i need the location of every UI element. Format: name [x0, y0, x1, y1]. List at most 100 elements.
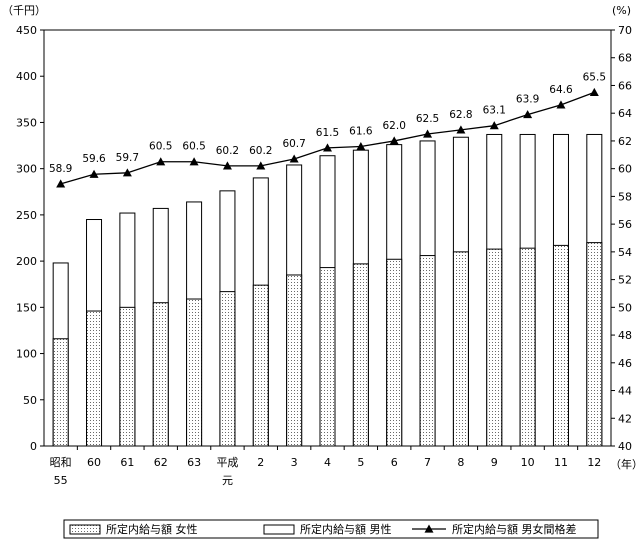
legend: 所定内給与額 女性 所定内給与額 男性 所定内給与額 男女間格差 — [63, 519, 599, 539]
legend-box — [63, 519, 599, 539]
right-tick-label: 44 — [618, 385, 632, 398]
left-tick-label: 450 — [16, 24, 37, 37]
ratio-data-label: 58.9 — [49, 163, 72, 175]
x-tick-label: 3 — [291, 456, 298, 469]
x-tick-label: 昭和 — [50, 456, 72, 469]
bar-female — [586, 242, 603, 447]
ratio-data-label: 63.1 — [483, 105, 506, 117]
ratio-data-label: 61.6 — [349, 125, 373, 137]
ratio-marker — [122, 168, 132, 177]
axes: 0 50 100 150 200 250 300 350 400 450 40 42 44 46 48 50 5… — [16, 24, 632, 453]
right-tick-label: 60 — [618, 163, 632, 176]
right-tick-label: 62 — [618, 135, 632, 148]
left-tick-label: 100 — [16, 348, 37, 361]
right-tick-label: 42 — [618, 412, 632, 425]
bar-female — [552, 244, 569, 447]
ratio-marker — [256, 161, 266, 170]
plot-frame — [43, 29, 612, 447]
ratio-marker — [189, 157, 199, 166]
bar-female — [419, 255, 436, 447]
right-tick-label: 48 — [618, 329, 632, 342]
bar-female — [452, 251, 469, 447]
right-tick-label: 66 — [618, 79, 632, 92]
ratio-data-label: 59.7 — [116, 152, 139, 164]
x-axis-unit: （年） — [610, 457, 643, 471]
left-tick-label: 400 — [16, 70, 37, 83]
ratio-marker — [222, 161, 232, 170]
ratio-data-label: 62.8 — [449, 109, 472, 121]
bar-female — [386, 258, 403, 447]
bar-female — [86, 310, 103, 447]
ratio-marker — [56, 179, 66, 188]
bar-female — [186, 298, 203, 447]
bar-female — [52, 338, 69, 447]
left-axis-unit: （千円） — [2, 4, 46, 17]
ratio-marker — [156, 157, 166, 166]
ratio-marker — [356, 141, 366, 151]
x-tick-label: 2 — [257, 456, 264, 469]
ratio-marker — [523, 110, 533, 119]
left-tick-label: 50 — [23, 394, 37, 407]
legend-swatch-female — [69, 524, 101, 535]
right-tick-label: 50 — [618, 301, 632, 314]
right-tick-label: 58 — [618, 190, 632, 203]
ratio-data-label: 65.5 — [583, 71, 606, 83]
x-tick-label: 60 — [87, 456, 101, 469]
ratio-marker — [589, 87, 599, 96]
ratio-data-label: 60.2 — [249, 145, 272, 157]
legend-swatch-male — [263, 524, 295, 535]
x-tick-label: 平成 — [216, 456, 238, 469]
ratio-data-label: 60.5 — [149, 141, 172, 153]
left-tick-label: 300 — [16, 163, 37, 176]
x-tick-label: 61 — [120, 456, 134, 469]
bar-female — [519, 247, 536, 447]
ratio-data-label: 59.6 — [82, 153, 106, 165]
x-tick-label: 5 — [357, 456, 364, 469]
ratio-data-label: 60.5 — [182, 141, 205, 153]
legend-label-female: 所定内給与額 女性 — [106, 522, 198, 536]
legend-label-male: 所定内給与額 男性 — [300, 522, 392, 536]
x-tick-label: 63 — [187, 456, 201, 469]
ratio-data-label: 60.7 — [282, 138, 305, 150]
x-tick-label: 9 — [491, 456, 498, 469]
ratio-marker — [89, 169, 99, 178]
x-tick-label: 8 — [457, 456, 464, 469]
ratio-data-label: 61.5 — [316, 127, 339, 139]
ratio-data-label: 64.6 — [549, 84, 573, 96]
ratio-marker — [556, 100, 566, 109]
ratio-data-label: 62.0 — [383, 120, 406, 132]
bar-female — [352, 263, 369, 447]
ratio-line: 58.9 59.6 59.7 60.5 60.5 60.2 60.2 60.7 61.5 61.6… — [49, 71, 606, 188]
left-tick-label: 150 — [16, 301, 37, 314]
right-tick-label: 70 — [618, 24, 632, 37]
right-axis-unit: (%) — [612, 4, 631, 17]
ratio-marker — [489, 121, 499, 130]
ratio-marker — [289, 154, 299, 163]
x-tick-label: 6 — [391, 456, 398, 469]
bar-female — [319, 267, 336, 447]
legend-swatch-marker — [424, 524, 434, 533]
x-tick-label: 55 — [54, 474, 68, 487]
ratio-data-label: 60.2 — [216, 145, 239, 157]
right-tick-label: 54 — [618, 246, 632, 259]
ratio-marker — [456, 125, 466, 134]
right-tick-label: 40 — [618, 440, 632, 453]
left-tick-label: 200 — [16, 255, 37, 268]
x-tick-label: 7 — [424, 456, 431, 469]
x-tick-label: 11 — [554, 456, 568, 469]
left-tick-label: 0 — [30, 440, 37, 453]
left-tick-label: 250 — [16, 209, 37, 222]
right-tick-label: 64 — [618, 107, 632, 120]
x-tick-label: 12 — [587, 456, 601, 469]
bar-female — [252, 284, 269, 447]
right-tick-label: 46 — [618, 357, 632, 370]
right-tick-label: 56 — [618, 218, 632, 231]
x-tick-labels: 昭和 55 60 61 62 63 平成元 2 3 4 5 6 7 8 9 10 11 12 — [50, 456, 602, 487]
legend-label-ratio: 所定内給与額 男女間格差 — [452, 522, 577, 536]
ratio-marker — [423, 129, 433, 138]
bar-female — [219, 291, 236, 447]
ratio-marker — [389, 136, 399, 145]
ratio-data-label: 62.5 — [416, 113, 439, 125]
bar-female — [152, 302, 169, 447]
